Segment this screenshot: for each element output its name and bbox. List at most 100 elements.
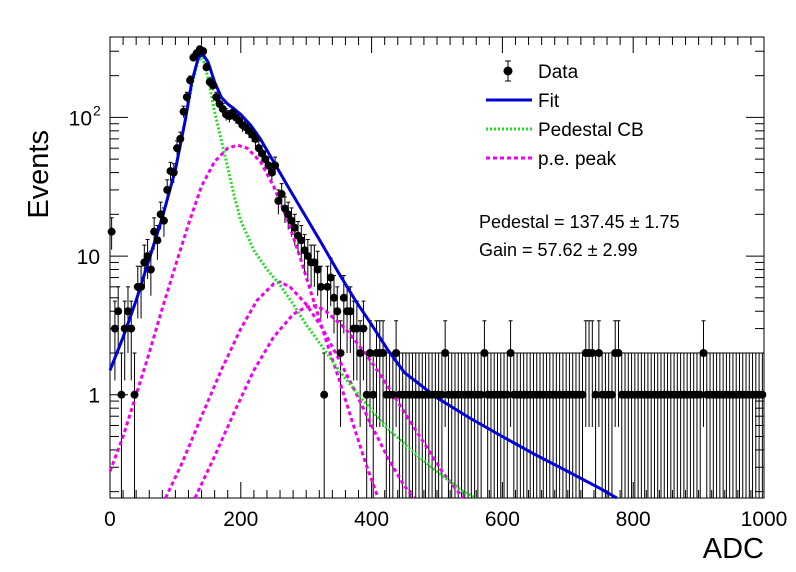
data-point [163, 185, 172, 194]
data-point [356, 348, 365, 357]
data-point [365, 348, 374, 357]
data-point [699, 348, 708, 357]
data-point [388, 390, 397, 399]
data-point [123, 307, 132, 316]
data-point [362, 390, 371, 399]
data-point [127, 324, 136, 333]
data-point [267, 168, 276, 177]
y-tick-label: 10 [77, 246, 100, 269]
y-axis-label: Events [23, 130, 55, 219]
data-point [578, 390, 587, 399]
data-point [316, 282, 325, 291]
x-tick-label: 0 [104, 508, 116, 531]
data-point [120, 324, 129, 333]
legend-label-data: Data [538, 62, 579, 83]
data-point [284, 210, 293, 219]
data-point [392, 348, 401, 357]
data-point [594, 348, 603, 357]
data-point [199, 47, 208, 56]
legend-marker-data [503, 66, 513, 76]
x-axis-label: ADC [703, 533, 764, 565]
data-point [159, 216, 168, 225]
data-point [320, 390, 329, 399]
data-point [359, 324, 368, 333]
x-tick-label: 800 [616, 508, 651, 531]
data-point [251, 134, 260, 143]
legend-label-fit: Fit [538, 91, 560, 112]
data-point [212, 93, 221, 102]
data-point [614, 348, 623, 357]
data-point [503, 390, 512, 399]
data-point [137, 282, 146, 291]
data-point [182, 93, 191, 102]
data-point [287, 216, 296, 225]
data-point [117, 390, 126, 399]
data-point [379, 348, 388, 357]
data-point [150, 227, 159, 236]
data-point [297, 236, 306, 245]
data-point [107, 227, 116, 236]
data-point [114, 307, 123, 316]
series-pe2-line [164, 280, 416, 499]
data-point [303, 252, 312, 261]
data-point [274, 196, 283, 205]
series-pe3-line [193, 303, 465, 499]
data-point [591, 390, 600, 399]
error-bars [109, 45, 765, 498]
legend: Data Fit Pedestal CB p.e. peak [486, 60, 644, 170]
x-tick-label: 200 [223, 508, 258, 531]
data-point [696, 390, 705, 399]
data-point [339, 293, 348, 302]
data-point [146, 265, 155, 274]
y-tick-label-exponent: 2 [93, 102, 101, 118]
data-point [169, 168, 178, 177]
data-point [176, 134, 185, 143]
data-point [480, 348, 489, 357]
data-point [110, 324, 119, 333]
x-tick-label: 400 [354, 508, 389, 531]
data-point [153, 236, 162, 245]
annotations: Pedestal = 137.45 ± 1.75 Gain = 57.62 ± 2… [479, 212, 680, 260]
data-point [264, 161, 273, 170]
x-tick-label: 600 [485, 508, 520, 531]
annotation-pedestal: Pedestal = 137.45 ± 1.75 [479, 212, 680, 232]
data-point [329, 293, 338, 302]
data-point [140, 258, 149, 267]
data-point [588, 348, 597, 357]
annotation-gain: Gain = 57.62 ± 2.99 [479, 240, 638, 260]
legend-label-pe: p.e. peak [538, 149, 617, 170]
data-point [336, 348, 345, 357]
data-point [173, 144, 182, 153]
y-tick-label: 1 [88, 385, 100, 408]
data-point [290, 223, 299, 232]
data-point [186, 76, 195, 85]
data-point [277, 190, 286, 199]
data-point [506, 348, 515, 357]
data-point [607, 390, 616, 399]
legend-label-ped: Pedestal CB [538, 120, 644, 141]
data-point [310, 258, 319, 267]
data-point [326, 273, 335, 282]
data-point [758, 390, 767, 399]
data-point [209, 81, 218, 90]
data-point [346, 307, 355, 316]
data-point [437, 390, 446, 399]
series-pe1-line [108, 143, 380, 499]
data-point [271, 161, 280, 170]
data-point [441, 348, 450, 357]
data-point [202, 63, 211, 72]
data-point [179, 107, 188, 116]
data-point [369, 390, 378, 399]
data-point [156, 210, 165, 219]
data-point [130, 390, 139, 399]
data-point [323, 282, 332, 291]
series-ped-line [108, 55, 477, 500]
data-point [313, 265, 322, 274]
data-points [107, 45, 767, 399]
x-tick-label: 1000 [741, 508, 788, 531]
fit-curves [108, 52, 618, 500]
data-point [477, 390, 486, 399]
data-point [352, 324, 361, 333]
